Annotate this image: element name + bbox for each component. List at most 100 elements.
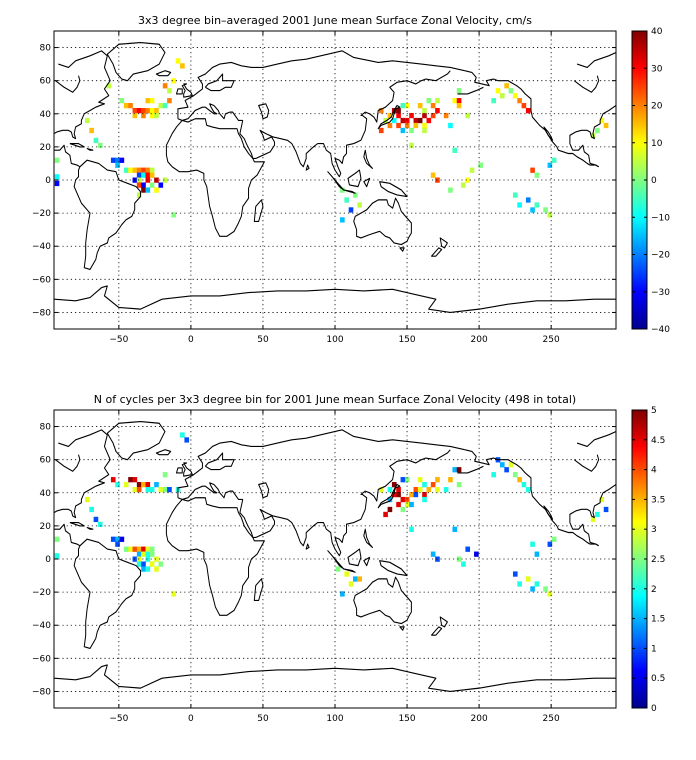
y-tick-label: −60 <box>32 275 51 285</box>
plot-frame <box>53 409 617 709</box>
chart-title: N of cycles per 3x3 degree bin for 2001 … <box>94 393 576 406</box>
colorbar-tick-label: 2.5 <box>651 555 665 565</box>
bin-cell <box>136 482 142 488</box>
bin-cell <box>391 491 397 498</box>
bin-cell <box>132 546 138 552</box>
bin-cell <box>115 536 120 542</box>
bin-cell <box>158 561 164 567</box>
chart-panel-1: 3x3 degree bin–averaged 2001 June mean S… <box>32 14 670 345</box>
bin-cell <box>154 107 159 114</box>
bin-cell <box>145 546 151 552</box>
colorbar-tick-label: −20 <box>651 251 670 261</box>
bin-cell <box>456 467 462 473</box>
colorbar-tick-label: 2 <box>651 585 657 595</box>
bin-cell <box>413 122 419 129</box>
bin-cell <box>378 127 384 134</box>
bin-cell <box>525 486 531 493</box>
bin-cell <box>154 112 159 119</box>
y-tick-label: −80 <box>32 308 51 318</box>
bin-cell <box>512 472 518 478</box>
bin-cell <box>149 546 155 552</box>
bin-cell <box>603 506 609 513</box>
bin-cell <box>115 482 120 488</box>
bin-cell <box>430 482 436 488</box>
bin-cell <box>110 477 116 483</box>
y-tick-label: 80 <box>40 423 52 433</box>
y-tick-label: −20 <box>32 588 51 598</box>
y-tick-label: −80 <box>32 687 51 697</box>
bin-cell <box>89 127 94 134</box>
bin-cell <box>171 591 177 597</box>
bin-cell <box>132 167 138 173</box>
bin-cell <box>417 117 423 124</box>
bin-cell <box>551 536 557 542</box>
colorbar: 40 30 20 10 0 −10 −20 −30 −40 <box>631 27 670 335</box>
bin-cell <box>452 147 458 153</box>
colorbar-tick-label: 3.5 <box>651 495 665 505</box>
bin-cell <box>123 546 129 552</box>
bin-cell <box>387 506 393 513</box>
bin-cell <box>443 486 449 493</box>
bin-cell <box>517 98 522 104</box>
bin-cell <box>149 112 155 119</box>
bin-cell <box>141 182 146 188</box>
bin-cell <box>158 103 164 109</box>
bin-cell <box>149 561 155 567</box>
colorbar-tick-label: 5 <box>651 406 657 416</box>
colorbar-tick-label: 0 <box>651 176 657 186</box>
bin-cell <box>136 192 142 198</box>
bin-cell <box>119 98 125 104</box>
bin-cell <box>404 117 410 124</box>
colorbar-tick-label: −40 <box>651 325 670 335</box>
bin-cell <box>404 477 410 483</box>
bin-cell <box>136 551 142 557</box>
bin-cell <box>171 78 177 84</box>
bin-cell <box>435 107 440 114</box>
bin-cell <box>145 172 151 178</box>
colorbar-tick-label: 0.5 <box>651 674 665 684</box>
bin-cell <box>426 486 432 493</box>
bin-cell <box>167 486 172 493</box>
bin-cell <box>145 482 151 488</box>
colorbar-tick-label: 3 <box>651 525 657 535</box>
bin-cell <box>353 192 358 198</box>
bin-cell <box>400 477 406 483</box>
bin-cell <box>154 187 159 193</box>
bin-cell <box>461 182 466 188</box>
bin-cell <box>93 137 99 144</box>
bin-cell <box>517 477 522 483</box>
y-tick-label: −40 <box>32 242 51 252</box>
bin-cell <box>409 501 414 508</box>
y-tick-label: 0 <box>45 176 51 186</box>
bin-cell <box>478 162 484 168</box>
bin-cell <box>396 501 401 508</box>
bin-cell <box>547 541 553 547</box>
colorbar-tick-label: 40 <box>651 27 663 37</box>
bin-cell <box>409 127 414 134</box>
bin-cell <box>465 546 471 552</box>
chart-panel-2: N of cycles per 3x3 degree bin for 2001 … <box>32 393 665 724</box>
bin-cell <box>456 556 462 562</box>
bin-cell <box>400 127 406 134</box>
bin-cell <box>448 122 453 129</box>
bin-cell <box>89 506 94 513</box>
bin-cell <box>162 472 168 478</box>
y-tick-label: 40 <box>40 489 52 499</box>
bin-cell <box>335 566 341 572</box>
bin-cell <box>452 98 458 104</box>
bin-cell <box>422 112 427 119</box>
x-tick-label: −50 <box>109 335 128 345</box>
bin-cell <box>452 526 458 532</box>
bin-cell <box>396 486 401 493</box>
bin-cell <box>417 486 423 493</box>
bin-cell <box>435 98 440 104</box>
x-tick-label: 50 <box>257 714 269 724</box>
bin-cell <box>435 556 440 562</box>
bin-cell <box>340 187 345 193</box>
bin-cell <box>430 112 436 119</box>
bin-cell <box>383 511 388 518</box>
bin-cell <box>547 212 553 218</box>
bin-cell <box>136 107 142 114</box>
bin-cell <box>145 566 151 572</box>
bin-cell <box>422 122 427 129</box>
